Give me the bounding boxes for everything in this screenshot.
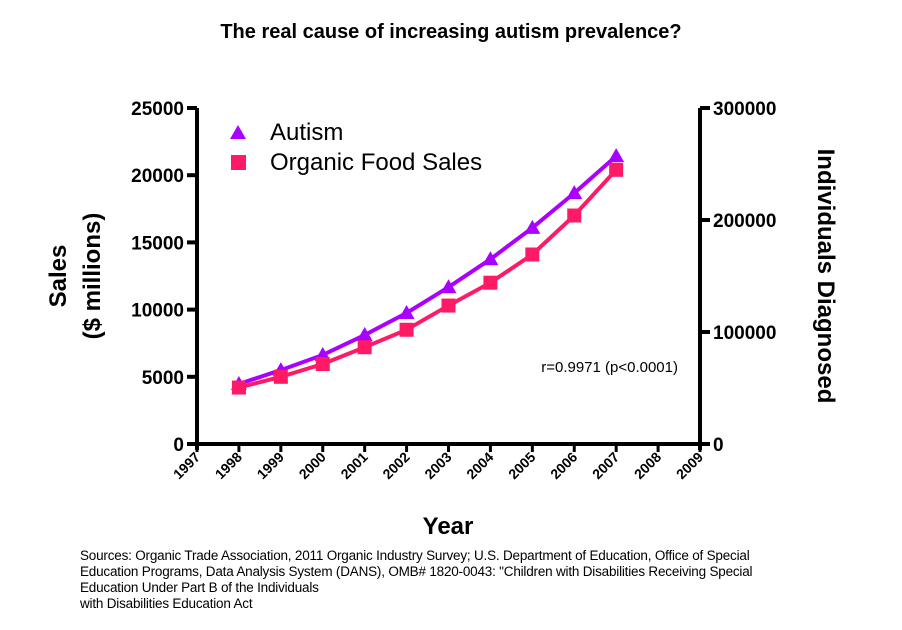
organic-sales-data-point — [315, 357, 330, 372]
y-left-tick-label: 15000 — [131, 233, 184, 254]
organic-sales-data-point — [567, 208, 582, 223]
chart-title: The real cause of increasing autism prev… — [220, 21, 681, 43]
y-left-tick-label: 25000 — [131, 99, 184, 120]
y-right-axis-label: Individuals Diagnosed — [812, 149, 839, 404]
source-line: Education Programs, Data Analysis System… — [80, 564, 753, 579]
source-line: Education Under Part B of the Individual… — [80, 580, 319, 595]
x-tick-label: 2000 — [296, 449, 329, 482]
x-tick-label: 2007 — [589, 449, 622, 482]
autism-data-point — [398, 304, 415, 319]
organic-sales-data-point — [609, 162, 624, 177]
x-tick-label: 2006 — [547, 449, 580, 482]
x-tick-label: 2008 — [631, 449, 664, 482]
organic-sales-data-point — [525, 247, 540, 262]
series-line-autism — [238, 154, 618, 386]
series-line-organic — [238, 168, 618, 390]
autism-data-point — [356, 327, 373, 342]
source-line: with Disabilities Education Act — [80, 596, 253, 611]
autism-data-point — [440, 279, 457, 294]
autism-data-point — [608, 148, 625, 163]
y-left-axis-label: Sales — [45, 245, 72, 308]
x-tick-label: 2001 — [337, 449, 370, 482]
y-right-tick-label: 300000 — [713, 99, 776, 120]
x-tick-label: 1998 — [212, 449, 245, 482]
legend-label: Autism — [270, 119, 343, 146]
x-tick-label: 2009 — [673, 449, 706, 482]
legend-label: Organic Food Sales — [270, 149, 482, 176]
source-line: Sources: Organic Trade Association, 2011… — [80, 548, 750, 563]
organic-sales-data-point — [273, 369, 288, 384]
x-tick-label: 2004 — [463, 449, 496, 482]
autism-data-point — [566, 185, 583, 200]
y-left-axis-label: ($ millions) — [79, 213, 106, 340]
legend-square-icon — [231, 155, 246, 170]
legend-triangle-icon — [230, 125, 246, 139]
x-tick-label: 1999 — [254, 449, 287, 482]
y-left-tick-label: 5000 — [142, 368, 184, 389]
organic-sales-data-point — [357, 340, 372, 355]
y-right-tick-label: 200000 — [713, 211, 776, 232]
y-left-tick-label: 10000 — [131, 301, 184, 322]
x-tick-label: 2003 — [421, 449, 454, 482]
x-tick-label: 2005 — [505, 449, 538, 482]
y-left-tick-label: 0 — [173, 435, 184, 456]
y-right-tick-label: 100000 — [713, 323, 776, 344]
organic-sales-data-point — [441, 298, 456, 313]
autism-data-point — [482, 251, 499, 266]
autism-data-point — [524, 219, 541, 234]
sources-note: Sources: Organic Trade Association, 2011… — [80, 548, 880, 612]
x-tick-label: 2002 — [379, 449, 412, 482]
organic-sales-data-point — [399, 322, 414, 337]
y-left-tick-label: 20000 — [131, 166, 184, 187]
organic-sales-data-point — [231, 380, 246, 395]
organic-sales-data-point — [483, 275, 498, 290]
y-right-tick-label: 0 — [713, 435, 724, 456]
x-axis-label: Year — [423, 513, 474, 540]
correlation-annotation: r=0.9971 (p<0.0001) — [541, 359, 678, 376]
